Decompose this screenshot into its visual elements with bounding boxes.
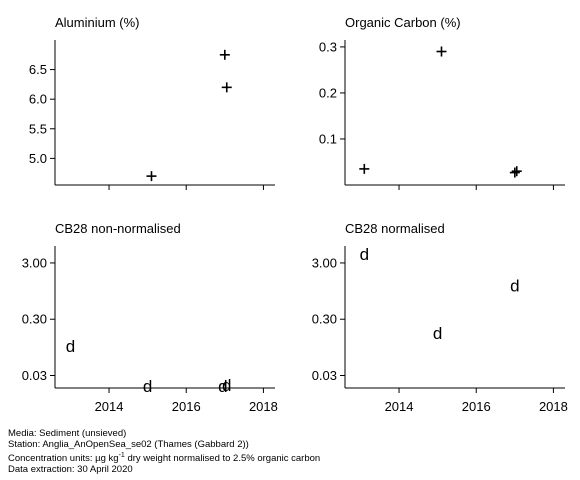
- footer-station: Station: Anglia_AnOpenSea_se02 (Thames (…: [8, 439, 249, 450]
- data-point-d: d: [66, 337, 75, 356]
- y-tick-label: 5.0: [29, 151, 47, 166]
- data-point-d: d: [360, 245, 369, 264]
- data-point-plus: [436, 46, 447, 57]
- footer-extraction-date: Data extraction: 30 April 2020: [8, 464, 133, 476]
- y-tick-label: 6.5: [29, 62, 47, 77]
- x-tick-label: 2018: [539, 399, 568, 414]
- data-point-d: d: [433, 324, 442, 343]
- x-tick-label: 2014: [385, 399, 414, 414]
- footer-media: Media: Sediment (unsieved): [8, 428, 127, 439]
- x-tick-label: 2016: [172, 399, 201, 414]
- y-tick-label: 0.1: [319, 131, 337, 146]
- y-tick-label: 6.0: [29, 92, 47, 107]
- x-tick-label: 2014: [95, 399, 124, 414]
- y-tick-label: 0.30: [312, 312, 337, 327]
- footer-units-suffix: dry weight normalised to 2.5% organic ca…: [124, 453, 321, 465]
- data-point-d: d: [143, 377, 152, 396]
- y-tick-label: 5.5: [29, 121, 47, 136]
- x-tick-label: 2016: [462, 399, 491, 414]
- panel-title: CB28 normalised: [345, 221, 445, 236]
- y-tick-label: 0.30: [22, 312, 47, 327]
- y-tick-label: 0.03: [312, 368, 337, 383]
- y-tick-label: 0.3: [319, 39, 337, 54]
- footer-units-superscript: -1: [118, 452, 125, 459]
- data-point-plus: [509, 167, 520, 178]
- chart-panel-4: CB28 normalised 0.03 0.30 3.00 2014 2016 2018 d…: [312, 221, 568, 414]
- chart-figure: Aluminium (%) 5.0 5.5 6.0 6.5 Organic Carbon …: [22, 15, 568, 414]
- chart-panel-1: Aluminium (%) 5.0 5.5 6.0 6.5: [29, 15, 275, 190]
- y-tick-label: 3.00: [312, 255, 337, 270]
- data-point-plus: [359, 163, 370, 174]
- y-tick-label: 0.03: [22, 368, 47, 383]
- footer-units: Concentration units: µg kg-1 dry weight …: [8, 450, 320, 464]
- data-point-plus: [146, 171, 157, 182]
- y-tick-label: 0.2: [319, 85, 337, 100]
- footer-units-prefix: Concentration units: µg kg: [8, 453, 119, 465]
- data-point-plus: [221, 82, 232, 93]
- panel-title: Aluminium (%): [55, 15, 140, 30]
- data-point-plus: [219, 49, 230, 60]
- data-point-d: d: [222, 376, 231, 395]
- y-tick-label: 3.00: [22, 255, 47, 270]
- chart-panel-2: Organic Carbon (%) 0.1 0.2 0.3: [319, 15, 565, 190]
- data-point-d: d: [218, 377, 227, 396]
- data-point-d: d: [510, 276, 519, 295]
- chart-footer: Media: Sediment (unsieved) Station: Angl…: [8, 428, 320, 475]
- panel-title: CB28 non-normalised: [55, 221, 181, 236]
- data-point-plus: [511, 166, 522, 177]
- panel-title: Organic Carbon (%): [345, 15, 461, 30]
- x-tick-label: 2018: [249, 399, 278, 414]
- chart-panel-3: CB28 non-normalised 0.03 0.30 3.00 2014 2016 2…: [22, 221, 278, 414]
